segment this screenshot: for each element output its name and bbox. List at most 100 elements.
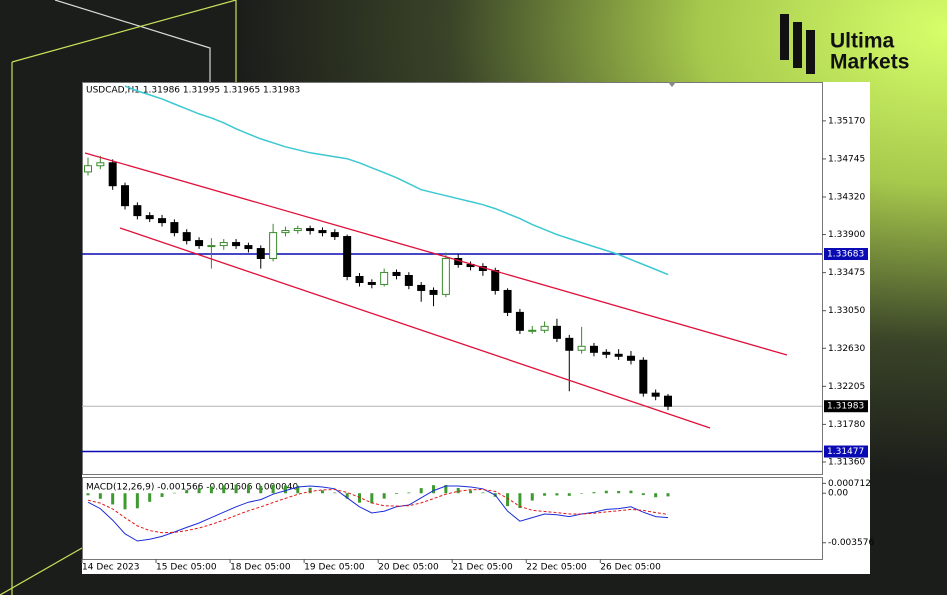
- price-level-box: [824, 248, 868, 261]
- candle-body: [318, 230, 327, 234]
- histogram-bar: [345, 493, 349, 499]
- shift-marker: [668, 82, 676, 87]
- candle-body: [195, 240, 204, 247]
- logo-bar: [806, 30, 815, 74]
- brand-line: Ultima: [830, 30, 895, 53]
- candle-body: [355, 275, 364, 283]
- x-tick-label: 15 Dec 05:00: [156, 563, 217, 573]
- candle-body: [589, 345, 598, 353]
- candle-body: [158, 218, 167, 224]
- candle-body: [367, 281, 376, 285]
- candle-body: [540, 325, 549, 331]
- histogram-bar: [296, 485, 300, 494]
- candle-body: [664, 395, 672, 407]
- candle-body: [343, 236, 352, 277]
- logo: Ultima Markets: [780, 14, 909, 74]
- histogram-bar: [111, 493, 115, 505]
- candle-body: [182, 232, 191, 242]
- candle-body: [392, 271, 401, 277]
- channel-lower: [119, 227, 711, 429]
- candle-body: [503, 289, 512, 313]
- moving-average: [124, 85, 669, 276]
- candle-body: [404, 275, 413, 286]
- y-tick-label: 0.000712: [828, 479, 871, 489]
- histogram-bar: [604, 490, 608, 494]
- candle-body: [121, 185, 130, 207]
- trend-channel: [84, 152, 788, 429]
- logo-bar: [780, 14, 789, 60]
- candle-body: [293, 228, 302, 232]
- histogram-bar: [469, 490, 473, 494]
- y-tick-label: 1.33900: [828, 230, 865, 240]
- candle-body: [330, 232, 339, 238]
- histogram-bar: [518, 493, 522, 509]
- candle-body: [380, 271, 389, 285]
- x-tick-label: 19 Dec 05:00: [304, 563, 365, 573]
- candle-body: [417, 284, 426, 291]
- price-level-box: [824, 445, 868, 458]
- candle-body: [145, 215, 154, 220]
- candle-body: [429, 289, 438, 295]
- price-level-box: [824, 400, 868, 413]
- histogram-bar: [222, 485, 226, 494]
- histogram-bar: [135, 493, 139, 509]
- histogram-bar: [666, 493, 670, 497]
- histogram-bar: [308, 487, 312, 494]
- x-tick-label: 20 Dec 05:00: [378, 563, 439, 573]
- candle-body: [639, 359, 648, 394]
- histogram-bar: [395, 493, 399, 494]
- decor-lines: [0, 0, 237, 595]
- channel-upper: [84, 152, 788, 356]
- candle-body: [269, 232, 278, 259]
- y-tick-label: 1.31780: [828, 420, 865, 430]
- histogram-bar: [580, 493, 584, 494]
- main-panel-frame: [82, 82, 823, 475]
- histogram-bar: [432, 485, 436, 494]
- logo-bar: [793, 22, 802, 68]
- histogram-bar: [419, 488, 423, 494]
- candle-body: [256, 248, 265, 259]
- histogram-bar: [641, 493, 645, 496]
- histogram-bar: [172, 492, 176, 494]
- histogram-bar: [654, 493, 658, 498]
- histogram-bar: [246, 484, 250, 494]
- y-tick-label: 1.33050: [828, 306, 865, 316]
- histogram-bar: [148, 493, 152, 502]
- x-tick-label: 18 Dec 05:00: [230, 563, 291, 573]
- histogram-bar: [567, 493, 571, 496]
- candle-body: [232, 242, 241, 247]
- candle-body: [626, 355, 635, 361]
- histogram-bar: [530, 493, 534, 501]
- price-level-label: 1.31477: [827, 447, 864, 457]
- y-tick-label: 1.33475: [828, 268, 865, 278]
- histogram-bar: [320, 490, 324, 494]
- candle-body: [219, 242, 228, 247]
- candle-body: [651, 392, 660, 397]
- histogram-bar: [333, 492, 337, 494]
- candle-body: [565, 337, 574, 351]
- candle-body: [306, 228, 315, 232]
- panel-title: MACD(12,26,9) -0.001566 -0.001606 0.0000…: [86, 483, 299, 493]
- candle-body: [552, 325, 561, 339]
- y-tick-label: -0.003576: [828, 538, 874, 548]
- histogram-bar: [259, 485, 263, 494]
- histogram-bar: [234, 484, 238, 494]
- histogram-bar: [197, 488, 201, 494]
- indicator-line: [87, 488, 669, 534]
- histogram-bar: [98, 493, 102, 499]
- y-tick-label: 1.32630: [828, 344, 865, 354]
- histogram-bar: [617, 491, 621, 494]
- candle-body: [441, 257, 450, 295]
- histogram-bar: [160, 493, 164, 497]
- y-tick-label: 1.35170: [828, 116, 865, 126]
- x-tick-label: 26 Dec 05:00: [600, 563, 661, 573]
- candle-body: [84, 165, 92, 173]
- histogram-bar: [209, 486, 213, 494]
- histogram-bar: [555, 493, 559, 496]
- price-level-label: 1.31983: [827, 402, 864, 412]
- candle-body: [207, 245, 216, 248]
- y-tick-label: 1.31360: [828, 458, 865, 468]
- indicator-line: [87, 485, 669, 542]
- candle-body: [602, 351, 611, 355]
